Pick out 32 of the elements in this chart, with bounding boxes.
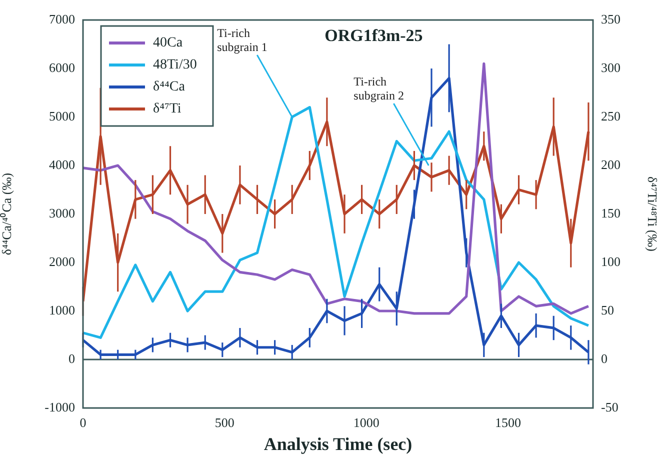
annotation: Ti-rich subgrain 1 [217,26,268,54]
x-tick-label: 1500 [495,415,521,430]
y-tick-label: 0 [68,350,75,366]
y-axis-title: δ⁴⁴Ca/⁴⁰Ca (‰) [0,172,14,256]
y2-tick-label: -50 [601,399,618,414]
y2-tick-label: 0 [601,350,608,366]
y2-tick-label: 200 [601,156,620,172]
x-tick-label: 500 [214,415,234,430]
y-tick-label: 2000 [49,254,75,269]
y2-tick-label: 250 [601,108,620,124]
chart-title: ORG1f3m-25 [324,26,423,45]
y-tick-label: 6000 [49,60,75,75]
x-tick-label: 0 [80,415,86,430]
legend-label: δ⁴⁷Ti [153,102,182,117]
y-tick-label: 4000 [49,156,75,172]
x-axis-title: Analysis Time (sec) [264,434,412,454]
y2-tick-label: 350 [601,11,620,26]
y2-tick-label: 50 [601,302,614,318]
y-tick-label: 5000 [49,108,75,124]
y2-tick-label: 100 [601,254,620,269]
y-tick-label: 7000 [49,11,75,26]
y-tick-label: 3000 [49,205,75,220]
y2-axis-title: δ⁴⁷Ti/⁴⁸Ti (‰) [644,176,659,252]
legend-label: δ⁴⁴Ca [153,80,186,95]
y-tick-label: -1000 [44,399,75,414]
y2-tick-label: 150 [601,205,620,220]
y2-tick-label: 300 [601,60,620,75]
legend-label: 40Ca [153,36,184,51]
annotation: Ti-rich subgrain 2 [354,74,404,102]
legend-label: 48Ti/30 [153,58,197,73]
y-tick-label: 1000 [49,302,75,318]
x-tick-label: 1000 [353,415,380,430]
